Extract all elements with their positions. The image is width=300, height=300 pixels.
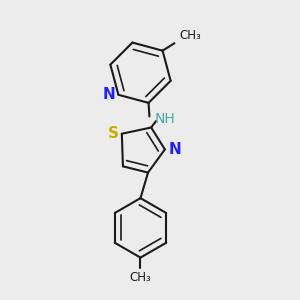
- Text: CH₃: CH₃: [179, 29, 201, 42]
- Text: N: N: [103, 87, 116, 102]
- Text: NH: NH: [154, 112, 175, 126]
- Text: S: S: [108, 126, 119, 141]
- Text: CH₃: CH₃: [130, 271, 152, 284]
- Text: N: N: [168, 142, 181, 157]
